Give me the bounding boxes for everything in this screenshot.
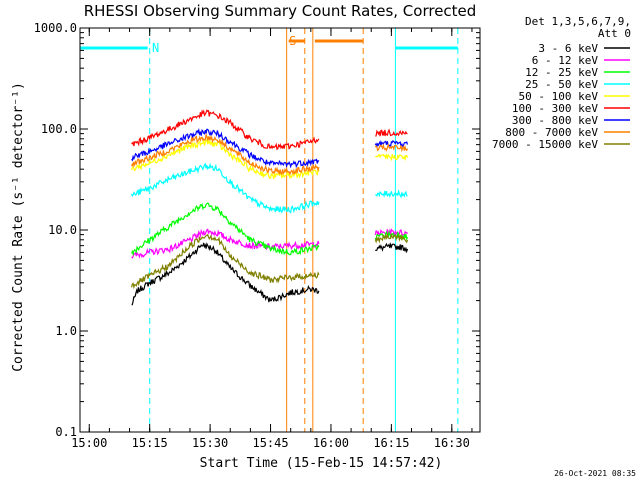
plot-frame (79, 27, 481, 433)
series-line-25-50-keV (131, 162, 320, 214)
x-axis-label: Start Time (15-Feb-15 14:57:42) (200, 456, 443, 471)
series-line-3-6-keV (131, 242, 320, 306)
series-line-25-50-keV (375, 188, 408, 199)
series-line-7000-15000-keV (374, 232, 409, 244)
series-line-12-25-keV (131, 202, 320, 257)
series-line-800-7000-keV (131, 132, 320, 176)
legend-label: 6 - 12 keV (532, 54, 599, 67)
y-tick-label: 0.1 (55, 425, 77, 439)
axes: 0.1 1.0 10.0 100.0 1000.0 15:00 15:15 15:30 15:4… (34, 21, 480, 450)
legend-label: 50 - 100 keV (519, 90, 599, 103)
series-line-6-12-keV (131, 228, 320, 259)
detectors-label: Det 1,3,5,6,7,9, (525, 15, 631, 28)
legend-label: 800 - 7000 keV (505, 126, 598, 139)
y-axis-label: Corrected Count Rate (s⁻¹ detector⁻¹) (11, 82, 26, 372)
footer-timestamp: 26-Oct-2021 08:35 (554, 469, 636, 478)
y-tick-label: 10.0 (48, 223, 77, 237)
series-line-100-300-keV (375, 128, 408, 137)
x-tick-label: 16:15 (373, 436, 409, 450)
y-tick-label: 1.0 (55, 324, 77, 338)
y-tick-label: 1000.0 (34, 21, 77, 35)
legend-label: 300 - 800 keV (512, 114, 598, 127)
legend-label: 25 - 50 keV (525, 78, 598, 91)
legend-label: 3 - 6 keV (538, 42, 598, 55)
x-tick-label: 15:00 (71, 436, 107, 450)
x-tick-label: 16:00 (313, 436, 349, 450)
series-line-50-100-keV (131, 138, 320, 180)
legend-label: 7000 - 15000 keV (492, 138, 598, 151)
x-tick-label: 15:30 (192, 436, 228, 450)
flag-label-N: N (152, 41, 159, 55)
series-line-100-300-keV (131, 109, 320, 151)
series-line-7000-15000-keV (131, 233, 320, 290)
legend-label: 12 - 25 keV (525, 66, 598, 79)
chart-title: RHESSI Observing Summary Count Rates, Co… (84, 2, 477, 20)
legend-label: 100 - 300 keV (512, 102, 598, 115)
series-line-3-6-keV (374, 242, 409, 254)
x-tick-label: 16:30 (434, 436, 470, 450)
flag-label-S: S (289, 34, 296, 48)
series-line-800-7000-keV (374, 143, 409, 153)
series-layer (131, 109, 409, 306)
x-tick-label: 15:45 (252, 436, 288, 450)
attenuator-label: Att 0 (598, 27, 631, 40)
series-line-50-100-keV (375, 153, 409, 162)
series-line-6-12-keV (374, 228, 408, 238)
y-tick-label: 100.0 (41, 122, 77, 136)
series-line-300-800-keV (131, 127, 320, 169)
x-tick-label: 15:15 (132, 436, 168, 450)
